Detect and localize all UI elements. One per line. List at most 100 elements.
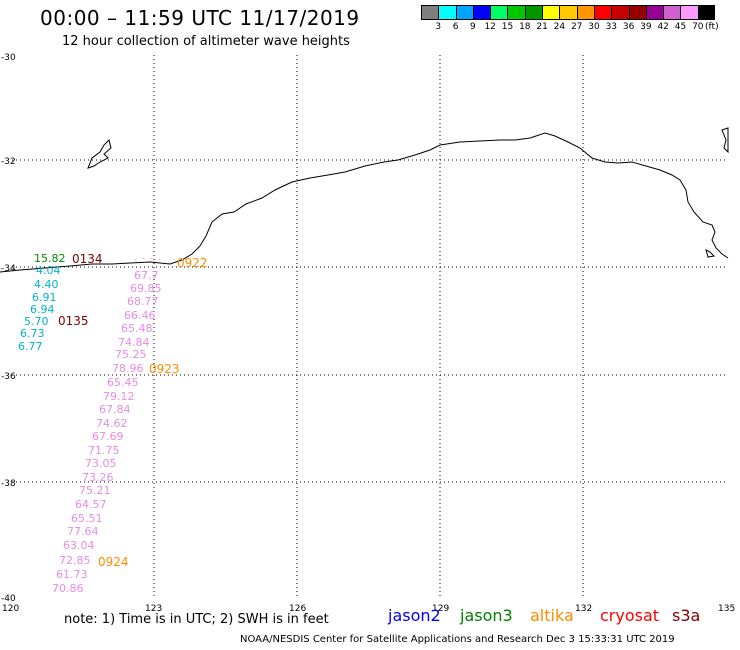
scale-label: 12 xyxy=(484,22,496,32)
map-grid xyxy=(12,55,728,598)
map-title: 00:00 – 11:59 UTC 11/17/2019 xyxy=(40,6,360,30)
scale-label: 45 xyxy=(674,22,687,32)
wave-height-value: 4.04 xyxy=(36,264,61,277)
wave-height-value: 66.46 xyxy=(124,309,156,322)
scale-swatch xyxy=(593,5,612,20)
scale-swatch xyxy=(576,5,594,20)
wave-height-value: 73.05 xyxy=(85,457,117,470)
scale-label: 30 xyxy=(588,22,600,32)
latitude-label: -34 xyxy=(1,264,16,274)
satellite-legend-item: altika xyxy=(530,606,574,625)
wave-height-value: 6.94 xyxy=(30,303,55,316)
wave-height-mark: · xyxy=(142,252,146,265)
scale-label: 9 xyxy=(470,22,476,32)
scale-label: 27 xyxy=(570,22,583,32)
wave-height-value: 74.84 xyxy=(118,336,150,349)
wave-height-value: 75.25 xyxy=(115,348,147,361)
latitude-label: -30 xyxy=(1,53,16,63)
longitude-label: 120 xyxy=(2,604,19,614)
wave-height-value: 72.85 xyxy=(59,554,91,567)
latitude-label: -36 xyxy=(1,372,16,382)
longitude-label: 135 xyxy=(718,604,735,614)
wave-height-overlay: 4.044.406.916.945.706.736.77 15.82 67.769.… xyxy=(18,252,208,595)
wave-height-value: 63.04 xyxy=(63,539,95,552)
wave-height-value: 61.73 xyxy=(56,568,88,581)
wave-height-value: 70.86 xyxy=(52,582,84,595)
satellite-legend-item: s3a xyxy=(672,606,701,625)
scale-swatch xyxy=(697,5,716,20)
latitude-label: -40 xyxy=(1,594,16,604)
scale-swatch xyxy=(611,5,629,20)
scale-label: 42 xyxy=(657,22,669,32)
credit-line: NOAA/NESDIS Center for Satellite Applica… xyxy=(240,634,675,645)
scale-swatch xyxy=(421,5,439,20)
wave-height-value: 6.91 xyxy=(32,291,57,304)
scale-swatch xyxy=(559,5,577,20)
australia-coastline xyxy=(0,132,729,273)
satellite-legend-item: jason3 xyxy=(460,606,513,625)
wave-height-value: 4.40 xyxy=(34,278,59,291)
scale-label: 24 xyxy=(553,22,566,32)
satellite-legend-item: jason2 xyxy=(388,606,441,625)
scale-label: 70 xyxy=(692,22,704,32)
wave-height-mark: · xyxy=(150,252,154,265)
wave-height-value: 77.64 xyxy=(67,525,99,538)
map-subtitle: 12 hour collection of altimeter wave hei… xyxy=(62,34,350,49)
wave-height-value: 15.82 xyxy=(34,252,66,265)
color-scale-bar xyxy=(421,5,716,21)
wave-height-value: 67.7 xyxy=(134,269,159,282)
wave-height-value: 65.48 xyxy=(121,322,153,335)
wave-height-mark: · xyxy=(158,253,162,266)
wave-height-value: 65.45 xyxy=(107,376,139,389)
latitude-label: -32 xyxy=(1,157,16,167)
kangaroo-island xyxy=(705,249,716,258)
satellite-legend-item: cryosat xyxy=(600,606,660,625)
scale-unit: (ft) xyxy=(705,22,719,32)
scale-swatch xyxy=(524,5,543,20)
longitude-labels: 120 123 126 129 132 135 xyxy=(2,604,735,614)
pass-time-label: 0923 xyxy=(149,362,180,376)
scale-swatch xyxy=(645,5,664,20)
footnote: note: 1) Time is in UTC; 2) SWH is in fe… xyxy=(64,612,329,627)
wave-height-value: 69.85 xyxy=(130,282,162,295)
scale-swatch xyxy=(628,5,646,20)
wave-height-value: 6.73 xyxy=(20,327,45,340)
scale-label: 33 xyxy=(605,22,618,32)
scale-label: 15 xyxy=(501,22,514,32)
scale-swatch xyxy=(542,5,560,20)
pass-time-label: 0135 xyxy=(58,314,89,328)
scale-swatch xyxy=(507,5,525,20)
scale-label: 6 xyxy=(452,22,459,32)
scale-swatch xyxy=(455,5,473,20)
longitude-label: 129 xyxy=(432,604,449,614)
scale-swatch xyxy=(680,5,698,20)
latitude-labels: -30 -32 -34 -36 -38 -40 xyxy=(1,53,16,604)
scale-swatch xyxy=(490,5,508,20)
wave-height-value: 71.75 xyxy=(88,444,120,457)
wave-height-value: 74.62 xyxy=(96,417,128,430)
wave-height-value: 5.70 xyxy=(24,315,49,328)
scale-label: 36 xyxy=(622,22,635,32)
longitude-label: 123 xyxy=(145,604,162,614)
pass-time-label: 0922 xyxy=(177,256,208,270)
wave-height-value: 68.77 xyxy=(127,295,159,308)
latitude-label: -38 xyxy=(1,479,16,489)
scale-label: 3 xyxy=(435,22,442,32)
longitude-label: 126 xyxy=(289,604,306,614)
wave-height-value: 67.84 xyxy=(99,403,131,416)
spencer-gulf-coast xyxy=(721,127,729,154)
wave-height-value: 65.51 xyxy=(71,512,103,525)
scale-label: 18 xyxy=(519,22,531,32)
recherche-island xyxy=(87,139,112,169)
wave-height-value: 79.12 xyxy=(103,390,135,403)
wave-height-value: 73.26 xyxy=(82,471,114,484)
scale-label: 39 xyxy=(640,22,652,32)
scale-label: 21 xyxy=(536,22,548,32)
pass-time-label: 0924 xyxy=(98,555,129,569)
wave-height-value: 75.21 xyxy=(79,484,111,497)
longitude-label: 132 xyxy=(575,604,592,614)
scale-swatch xyxy=(663,5,681,20)
wave-height-value: 6.77 xyxy=(18,340,43,353)
scale-swatch xyxy=(438,5,456,20)
